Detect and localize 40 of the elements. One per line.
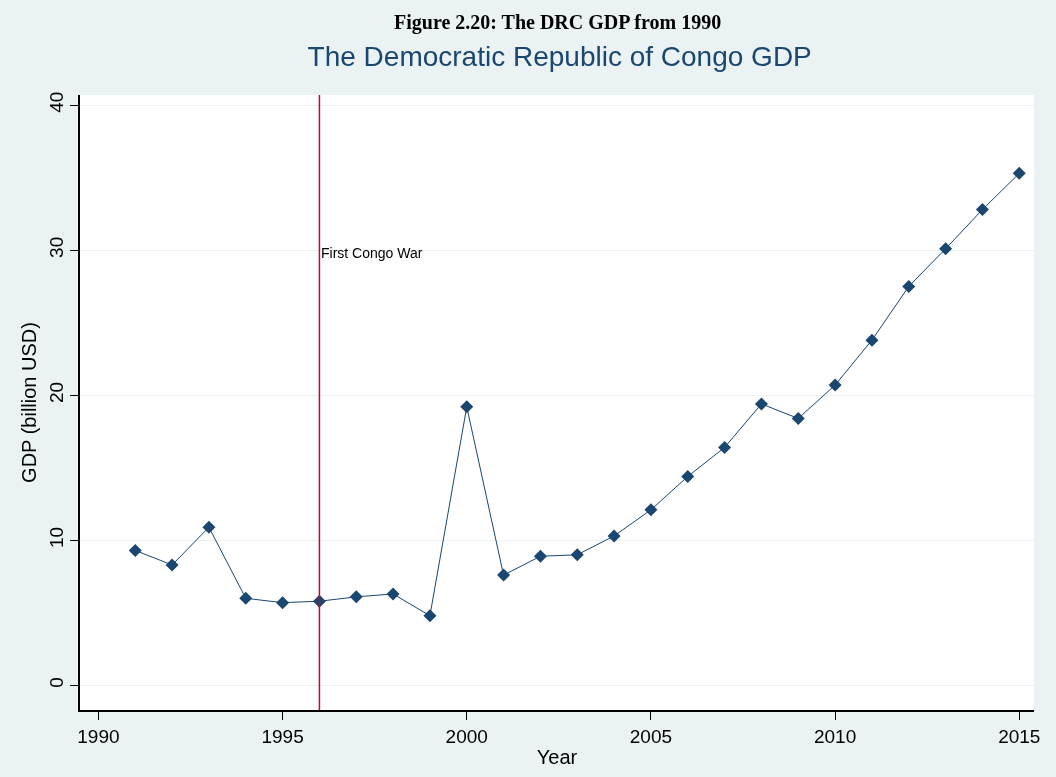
point: [975, 203, 989, 217]
x-tick-label: 2000: [445, 725, 488, 747]
x-tick-label: 2010: [813, 725, 857, 747]
y-tick-label: 10: [45, 526, 67, 549]
point: [939, 242, 953, 256]
y-tick-label: 40: [45, 91, 67, 113]
chart-title: The Democratic Republic of Congo GDP: [307, 41, 812, 73]
y-tick-label: 0: [45, 677, 67, 688]
point: [165, 558, 179, 572]
x-tick-label: 1990: [77, 725, 120, 747]
x-axis-title: Year: [536, 745, 578, 768]
point: [718, 440, 732, 454]
x-tick-label: 1995: [261, 725, 304, 747]
y-tick-label: 30: [45, 236, 67, 258]
point: [902, 279, 916, 293]
point: [460, 400, 474, 414]
point: [644, 503, 658, 517]
point: [607, 529, 621, 543]
point: [349, 590, 363, 604]
point: [202, 520, 216, 534]
point: [533, 549, 547, 563]
point: [828, 378, 842, 392]
point: [497, 568, 511, 582]
point: [754, 397, 768, 411]
point: [386, 587, 400, 601]
ref-line-label: First Congo War: [321, 245, 423, 261]
x-tick-label: 2005: [629, 725, 673, 747]
y-tick-label: 20: [45, 381, 67, 403]
point: [128, 543, 142, 557]
point: [239, 591, 253, 605]
point: [681, 469, 695, 483]
point: [865, 333, 879, 347]
point: [276, 596, 290, 610]
y-axis-title: GDP (billion USD): [17, 322, 40, 483]
point: [1012, 166, 1026, 180]
caption: Figure 2.20: The DRC GDP from 1990: [394, 11, 722, 34]
point: [791, 411, 805, 425]
x-tick-label: 2015: [998, 725, 1041, 747]
point: [423, 609, 437, 623]
point: [570, 548, 584, 562]
